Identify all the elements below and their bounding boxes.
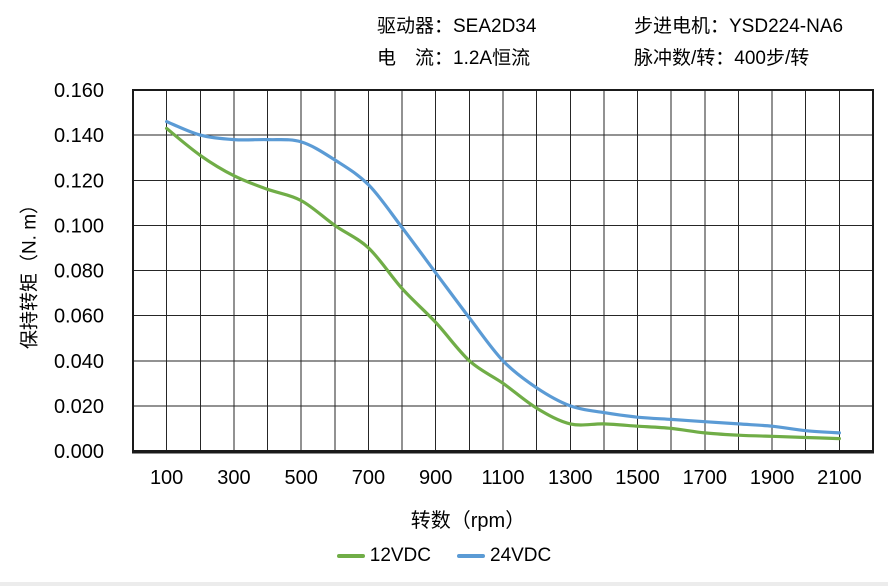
- x-tick-label: 100: [150, 467, 183, 489]
- y-tick-label: 0.000: [54, 441, 104, 463]
- header-right-column: 步进电机：YSD224-NA6 脉冲数/转：400步/转: [634, 11, 843, 75]
- motor-label: 步进电机：YSD224-NA6: [634, 16, 844, 37]
- y-tick-label: 0.040: [54, 351, 104, 373]
- x-tick-label: 1300: [548, 467, 593, 489]
- y-tick-label: 0.060: [54, 306, 104, 328]
- y-tick-label: 0.100: [54, 215, 104, 237]
- x-axis-tick-labels: 100 300 500 700 900 1100 1300 1500 1700 1900 2100: [150, 467, 862, 489]
- x-tick-label: 1500: [615, 467, 660, 489]
- x-tick-label: 700: [352, 467, 385, 489]
- y-axis-tick-labels: 0.000 0.020 0.040 0.060 0.080 0.100 0.120 0.140…: [54, 80, 104, 463]
- legend-item-24vdc: 24VDC: [457, 545, 551, 567]
- y-tick-label: 0.080: [54, 261, 104, 283]
- series-line-24vdc: [165, 120, 841, 435]
- x-tick-label: 1700: [683, 467, 728, 489]
- driver-label: 驱动器：SEA2D34: [377, 16, 537, 37]
- x-axis-title: 转数（rpm）: [410, 510, 526, 532]
- header-left-column: 驱动器：SEA2D34 电 流：1.2A恒流: [377, 11, 536, 75]
- x-tick-label: 500: [284, 467, 317, 489]
- y-tick-label: 0.120: [54, 170, 104, 192]
- series-line-12vdc: [165, 126, 841, 441]
- y-tick-label: 0.160: [54, 80, 104, 102]
- chart-legend: 12VDC 24VDC: [0, 545, 888, 567]
- y-axis-title: 保持转矩（N. m）: [19, 194, 41, 350]
- x-tick-label: 2100: [817, 467, 862, 489]
- legend-line-swatch-24vdc: [457, 554, 485, 558]
- x-tick-label: 1900: [750, 467, 795, 489]
- legend-label-12vdc: 12VDC: [369, 545, 431, 566]
- y-tick-label: 0.140: [54, 125, 104, 147]
- current-label: 电 流：1.2A恒流: [377, 48, 531, 69]
- x-tick-label: 300: [217, 467, 250, 489]
- legend-label-24vdc: 24VDC: [490, 545, 552, 566]
- legend-item-12vdc: 12VDC: [336, 545, 431, 567]
- window-bottom-edge: [0, 582, 888, 586]
- pulses-label: 脉冲数/转：400步/转: [634, 48, 810, 69]
- x-tick-label: 1100: [481, 467, 524, 489]
- x-tick-label: 900: [419, 467, 452, 489]
- y-tick-label: 0.020: [54, 396, 104, 418]
- legend-line-swatch-12vdc: [336, 554, 365, 558]
- grid-lines: [133, 90, 873, 451]
